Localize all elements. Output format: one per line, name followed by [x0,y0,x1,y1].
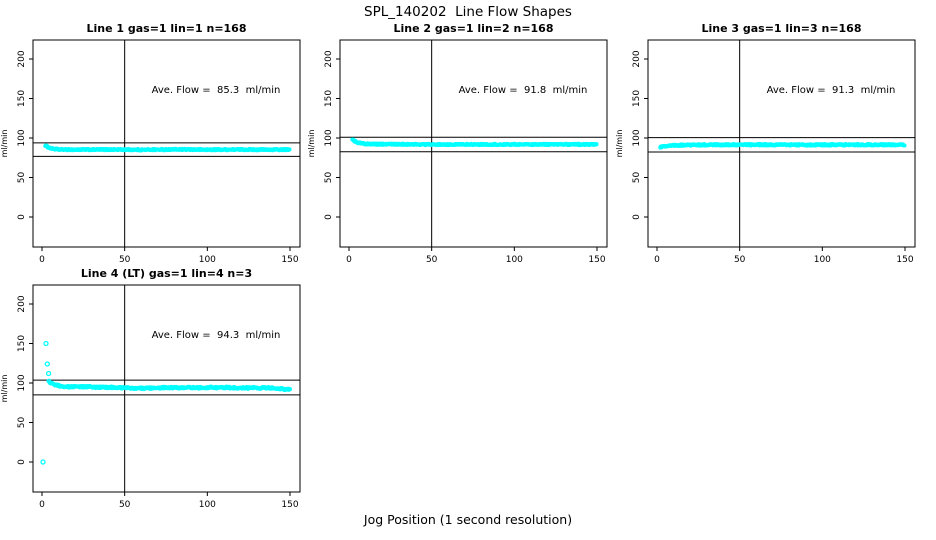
data-point [594,142,599,147]
y-tick-label: 50 [17,417,27,429]
outlier-point [44,361,50,367]
x-tick-label: 0 [39,500,45,510]
y-tick-label: 150 [324,90,334,107]
y-tick-label: 200 [17,50,27,67]
x-axis-label: Jog Position (1 second resolution) [363,512,573,527]
data-point [287,147,292,152]
ave-flow-annotation: Ave. Flow = 91.3 ml/min [767,85,896,96]
y-tick-label: 0 [632,214,642,220]
subplot-title: Line 1 gas=1 lin=1 n=168 [86,22,246,35]
y-tick-label: 50 [324,172,334,184]
subplot-line-3: Line 3 gas=1 lin=3 n=168 0 50 100 150 0 50 100 1… [615,22,916,265]
y-tick-label: 150 [17,90,27,107]
x-tick-label: 0 [346,255,352,265]
subplot-title: Line 2 gas=1 lin=2 n=168 [393,22,553,35]
outlier-point [43,340,49,347]
ave-flow-annotation: Ave. Flow = 85.3 ml/min [152,85,281,96]
y-tick-label: 0 [17,214,27,220]
x-tick-label: 100 [814,255,831,265]
y-tick-label: 200 [324,50,334,67]
subplot-title: Line 3 gas=1 lin=3 n=168 [701,22,861,35]
y-tick-label: 0 [324,214,334,220]
y-tick-label: 150 [632,90,642,107]
y-tick-label: 100 [17,129,27,146]
x-tick-label: 50 [119,500,131,510]
ave-flow-annotation: Ave. Flow = 94.3 ml/min [152,330,281,341]
plot-box [339,39,608,248]
y-axis-title: ml/min [615,130,624,158]
data-point [287,387,292,392]
x-tick-label: 100 [199,500,216,510]
x-tick-label: 150 [281,255,298,265]
outlier-point [40,459,46,465]
y-tick-label: 100 [324,129,334,146]
x-tick-label: 150 [588,255,605,265]
subplot-line-2: Line 2 gas=1 lin=2 n=168 0 50 100 150 0 50 100 1… [307,22,608,265]
x-tick-label: 0 [654,255,660,265]
x-tick-label: 150 [281,500,298,510]
y-tick-label: 200 [17,295,27,312]
x-tick-label: 100 [199,255,216,265]
x-tick-label: 50 [734,255,746,265]
subplot-line-1: Line 1 gas=1 lin=1 n=168 0 50 100 150 0 50 100 1… [0,22,301,265]
x-tick-label: 100 [506,255,523,265]
x-tick-label: 50 [426,255,438,265]
figure-title: SPL_140202 Line Flow Shapes [364,4,572,20]
y-tick-label: 0 [17,459,27,465]
subplot-line-4: Line 4 (LT) gas=1 lin=4 n=3 0 50 100 150 0 50 1… [0,267,301,510]
y-axis-title: ml/min [307,130,316,158]
y-tick-label: 50 [17,172,27,184]
y-tick-label: 50 [632,172,642,184]
plot-box [32,39,301,248]
y-axis-title: ml/min [0,375,9,403]
y-axis-title: ml/min [0,130,9,158]
outlier-point [45,370,52,377]
y-tick-label: 100 [17,374,27,391]
ave-flow-annotation: Ave. Flow = 91.8 ml/min [459,85,588,96]
x-tick-label: 50 [119,255,131,265]
data-point [902,143,907,148]
subplot-title: Line 4 (LT) gas=1 lin=4 n=3 [81,267,252,280]
y-tick-label: 150 [17,335,27,352]
y-tick-label: 200 [632,50,642,67]
plot-box [647,39,916,248]
y-tick-label: 100 [632,129,642,146]
plot-box [32,284,301,493]
x-tick-label: 150 [896,255,913,265]
x-tick-label: 0 [39,255,45,265]
